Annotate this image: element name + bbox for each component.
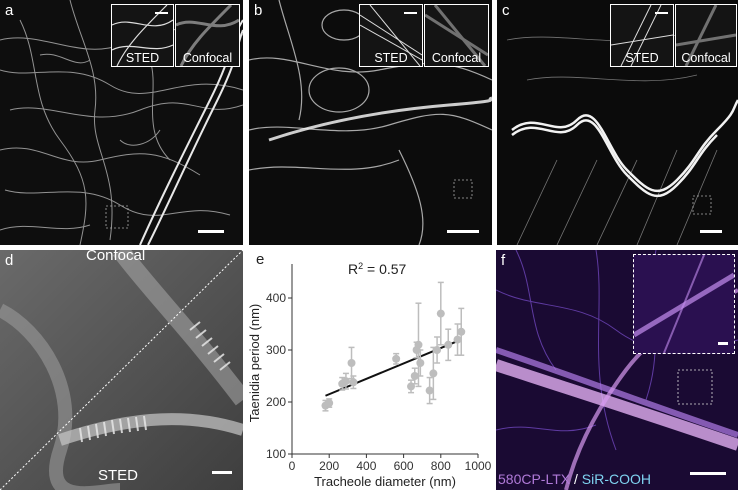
panel-d-sted-label: STED (98, 467, 139, 484)
chart-annotation-r2-rest: = 0.57 (363, 261, 406, 277)
chart-point (453, 335, 462, 344)
chart-point-group (414, 302, 423, 388)
panel-c-inset-sted-label: STED (625, 51, 659, 65)
chart-marks (321, 281, 466, 412)
panel-b-inset-scalebar (404, 12, 417, 14)
chart-point (414, 340, 423, 349)
panel-f-caption-dye1: 580CP-LTX (498, 471, 571, 487)
panel-d-label: d (5, 252, 14, 269)
panel-d-image: d Confocal STED (0, 250, 243, 490)
chart-x-axis-title: Tracheole diameter (nm) (314, 474, 456, 489)
chart-point-group (407, 379, 416, 394)
panel-a-inset-confocal: Confocal (175, 4, 240, 67)
panel-a-inset-scalebar (155, 12, 168, 14)
chart-point (325, 399, 334, 408)
panel-b-label: b (254, 2, 263, 19)
chart-point-group (325, 398, 334, 408)
panel-c-scalebar (700, 230, 722, 233)
panel-a-inset-sted: STED (111, 4, 174, 67)
panel-b-scalebar (447, 230, 479, 233)
panel-d-confocal-label: Confocal (86, 250, 146, 264)
panel-c-inset-sted-image (611, 5, 673, 66)
chart-point-group (457, 307, 466, 356)
chart-x-tick-label: 1000 (465, 459, 492, 473)
chart-point (349, 378, 358, 387)
chart-point (410, 372, 419, 380)
panel-d-tracheole (0, 250, 243, 490)
panel-c-inset-confocal-image (676, 5, 736, 66)
chart-annotation-r2-base: R (348, 261, 358, 277)
chart-x-tick-label: 600 (394, 459, 414, 473)
panel-f-caption-separator: / (570, 471, 582, 487)
panel-c-inset-confocal-label: Confocal (681, 51, 731, 65)
chart-x-tick-label: 800 (431, 459, 451, 473)
chart-point (433, 346, 442, 354)
chart-point-group (349, 375, 358, 390)
panel-b-inset-confocal-image (425, 5, 488, 66)
chart-point (392, 354, 401, 363)
chart-point-group (416, 349, 425, 377)
chart-point (429, 369, 438, 378)
chart-point-group (410, 367, 419, 385)
panel-a-inset-sted-label: STED (125, 51, 160, 65)
chart-point-group (444, 328, 453, 362)
panel-f-scalebar (690, 472, 726, 475)
chart-point (425, 386, 434, 395)
chart-annotation-r2-sup: 2 (358, 261, 363, 271)
panel-f-inset-scalebar (718, 342, 728, 345)
chart-point (444, 340, 453, 349)
chart-point (347, 359, 356, 367)
panel-f-caption: 580CP-LTX / SiR-COOH (498, 471, 651, 487)
panel-b-inset-sted-image (360, 5, 422, 66)
panel-e-label: e (256, 251, 265, 268)
chart-point-group (347, 346, 356, 380)
panel-a-image: a STED Confocal (0, 0, 243, 245)
panel-a-scalebar (198, 230, 224, 233)
chart-point (436, 309, 445, 318)
chart-y-tick-label: 200 (266, 395, 286, 409)
chart-point-group (338, 376, 347, 391)
chart-y-tick-label: 100 (266, 447, 286, 461)
chart-x-tick-label: 200 (319, 459, 339, 473)
chart-point-group (433, 336, 442, 364)
panel-c-inset-scalebar (655, 12, 668, 14)
panel-b-inset-confocal-label: Confocal (431, 51, 482, 65)
chart-x-tick-label: 0 (289, 459, 296, 473)
panel-c-image: c STED Confocal (497, 0, 738, 245)
panel-b-image: b STED Confocal (249, 0, 492, 245)
chart-point-group (341, 372, 350, 390)
panel-f-inset (633, 254, 735, 354)
chart-point (341, 377, 350, 386)
chart-y-axis-title: Taenidia period (nm) (247, 304, 262, 423)
panel-b-inset-sted-label: STED (374, 51, 408, 65)
chart-point (457, 327, 466, 336)
panel-a-inset-confocal-label: Confocal (182, 51, 233, 65)
panel-b-fibers (249, 0, 492, 245)
panel-f-inset-image (634, 255, 734, 353)
panel-c-label: c (502, 2, 510, 19)
panel-a-label: a (5, 2, 14, 19)
chart-point (416, 359, 425, 367)
panel-f-caption-dye2: SiR-COOH (581, 471, 652, 487)
panel-a-inset-sted-image (112, 5, 173, 66)
chart-point-group (425, 376, 434, 405)
panel-e-chart: e 0 200 400 600 800 1000 100 200 300 400 R2 = 0.5… (246, 250, 496, 490)
panel-f-label: f (501, 252, 506, 269)
chart-y-tick-label: 400 (266, 291, 286, 305)
panel-c-inset-sted: STED (610, 4, 674, 67)
chart-point-group (436, 281, 445, 346)
chart-point-group (392, 352, 401, 365)
chart-y-tick-label: 300 (266, 343, 286, 357)
chart-x-tick-label: 400 (356, 459, 376, 473)
panel-f-image: f (496, 250, 738, 490)
panel-a-inset-confocal-image (176, 5, 239, 66)
panel-d-scalebar (212, 471, 232, 474)
panel-b-inset-confocal: Confocal (424, 4, 489, 67)
chart-axes: 0 200 400 600 800 1000 100 200 300 400 (266, 264, 492, 473)
panel-b-inset-sted: STED (359, 4, 423, 67)
chart-annotation-r2: R2 = 0.57 (348, 261, 407, 277)
panel-c-inset-confocal: Confocal (675, 4, 737, 67)
